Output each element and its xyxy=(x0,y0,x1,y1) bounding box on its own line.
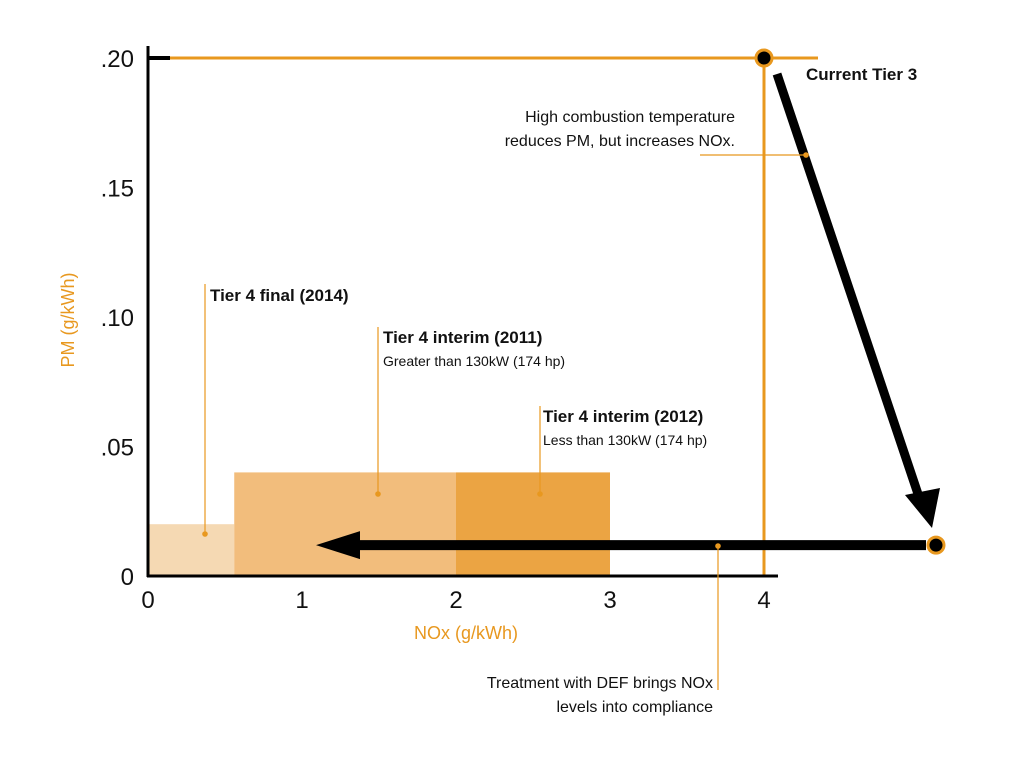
x-tick-label: 1 xyxy=(295,587,308,614)
label-current-tier3: Current Tier 3 xyxy=(806,65,917,84)
compliance-point xyxy=(926,535,946,555)
sublabel-tier4-interim-2012: Less than 130kW (174 hp) xyxy=(543,432,707,448)
label-tier4-final: Tier 4 final (2014) xyxy=(210,286,349,305)
region-tier4-interim-2012 xyxy=(456,472,610,576)
guides-layer xyxy=(148,56,818,576)
annotation-def-line2: levels into compliance xyxy=(556,699,713,716)
region-tier4-final xyxy=(148,524,235,576)
x-tick-label: 3 xyxy=(603,587,616,614)
arrows-layer xyxy=(316,48,946,560)
leader-tier4-interim-2011-dot xyxy=(375,491,381,497)
y-tick-label: .20 xyxy=(101,46,134,73)
region-tier4-interim-2011 xyxy=(234,472,456,576)
x-tick-label: 2 xyxy=(449,587,462,614)
y-tick-label: 0 xyxy=(121,564,134,591)
arrow-down-head xyxy=(905,488,940,528)
leader-def-dot xyxy=(715,543,721,549)
leader-tier4-interim-2012-dot xyxy=(537,491,543,497)
x-tick-label: 0 xyxy=(141,587,154,614)
axes-layer: 0 1 2 3 4 0 .05 .10 .15 .20 xyxy=(101,46,778,614)
y-axis-title: PM (g/kWh) xyxy=(58,272,78,367)
annotation-combustion-line2: reduces PM, but increases NOx. xyxy=(505,133,735,150)
leader-combustion-dot xyxy=(803,152,809,158)
sublabel-tier4-interim-2011: Greater than 130kW (174 hp) xyxy=(383,353,565,369)
current-tier3-point xyxy=(754,48,774,68)
annotation-combustion-line1: High combustion temperature xyxy=(525,109,735,126)
y-tick-label: .05 xyxy=(101,435,134,462)
x-tick-label: 4 xyxy=(757,587,770,614)
y-tick-label: .10 xyxy=(101,305,134,332)
arrow-left-head xyxy=(316,531,360,560)
arrow-down-shaft xyxy=(772,72,923,496)
annotation-def-line1: Treatment with DEF brings NOx xyxy=(487,675,713,692)
leader-tier4-final-dot xyxy=(202,531,208,537)
y-tick-label: .15 xyxy=(101,176,134,203)
label-tier4-interim-2012: Tier 4 interim (2012) xyxy=(543,407,703,426)
regions-layer xyxy=(148,472,610,576)
label-tier4-interim-2011: Tier 4 interim (2011) xyxy=(383,328,542,347)
labels-layer: Tier 4 final (2014) Tier 4 interim (2011)… xyxy=(202,57,917,716)
x-axis-title: NOx (g/kWh) xyxy=(414,623,518,643)
